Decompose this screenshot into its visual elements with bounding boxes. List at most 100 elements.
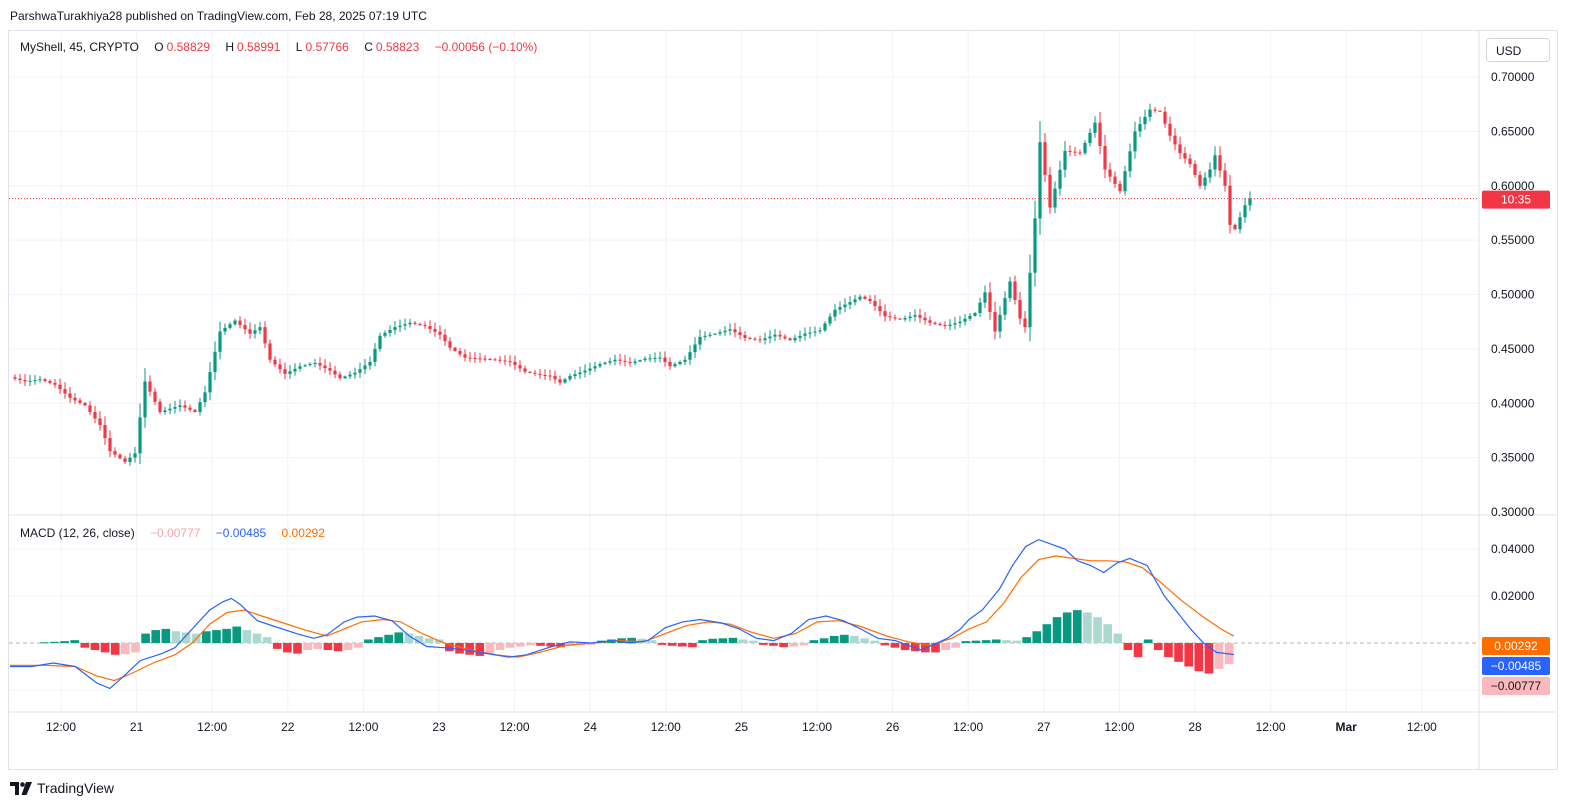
macd-histogram-bar [1072, 610, 1082, 643]
macd-histogram-bar [303, 643, 312, 651]
candle-body [373, 348, 377, 362]
candle-body [898, 318, 902, 320]
candle-body [563, 379, 567, 383]
candle-body [858, 296, 862, 300]
candle-body [703, 335, 707, 337]
candle-body [868, 298, 872, 302]
time-tick-label: 12:00 [1407, 720, 1437, 734]
candle-body [998, 314, 1002, 332]
candle-body [203, 392, 207, 403]
candle-body [893, 317, 897, 319]
macd-histogram-bar [485, 643, 495, 654]
time-tick-label: 12:00 [1256, 720, 1286, 734]
candle-body [133, 453, 137, 458]
candle-body [353, 372, 357, 375]
candle-body [248, 329, 252, 334]
candle-body [378, 335, 382, 349]
candle-body [818, 330, 822, 332]
candle-body [883, 311, 887, 317]
price-tick-label: 0.40000 [1491, 396, 1535, 410]
macd-histogram-bar [70, 640, 80, 643]
countdown-badge-text: 10:35 [1501, 193, 1531, 207]
candlestick-series [13, 103, 1252, 466]
candle-body [88, 405, 92, 412]
macd-histogram-bar [738, 639, 748, 643]
time-tick-label: 12:00 [197, 720, 227, 734]
time-tick-label: 27 [1037, 720, 1051, 734]
macd-histogram-bar [283, 643, 292, 653]
candle-body [243, 324, 247, 330]
candle-body [308, 364, 312, 366]
macd-histogram-bar [100, 643, 110, 653]
macd-histogram-bar [1204, 643, 1214, 674]
candle-body [543, 374, 547, 376]
time-tick-label: 12:00 [953, 720, 983, 734]
candle-body [783, 336, 787, 339]
candle-body [1248, 198, 1252, 206]
macd-histogram-bar [657, 643, 667, 645]
candle-body [833, 309, 837, 317]
candle-body [293, 368, 297, 372]
time-tick-label: 12:00 [802, 720, 832, 734]
candle-body [428, 326, 432, 329]
macd-title[interactable]: MACD (12, 26, close) [20, 526, 135, 540]
macd-histogram-bar [272, 643, 282, 649]
candle-body [168, 408, 172, 411]
macd-histogram-bar [748, 640, 758, 643]
candle-body [1168, 123, 1172, 136]
macd-histogram-bar [424, 638, 434, 643]
candle-body [513, 361, 517, 366]
candle-body [298, 366, 302, 369]
candle-body [408, 322, 412, 325]
candle-body [158, 401, 162, 412]
macd-histogram-bar [1032, 631, 1042, 643]
candle-body [228, 324, 232, 328]
candle-body [838, 307, 842, 310]
candle-body [508, 361, 512, 363]
candle-body [1163, 111, 1167, 124]
price-tick-label: 0.45000 [1491, 342, 1535, 356]
candle-body [928, 320, 932, 323]
candle-body [48, 381, 52, 383]
candle-body [963, 318, 967, 322]
candle-body [738, 332, 742, 336]
close-value: 0.58823 [375, 40, 420, 54]
candle-body [13, 377, 17, 379]
candle-body [803, 333, 807, 336]
macd-histogram-bar [252, 633, 262, 643]
candle-body [1093, 122, 1097, 133]
symbol-label[interactable]: MyShell, 45, CRYPTO [20, 40, 139, 54]
macd-tick-label: 0.02000 [1491, 589, 1535, 603]
macd-histogram-bar [262, 637, 272, 643]
candle-body [988, 292, 992, 312]
macd-histogram-bar [90, 643, 100, 651]
macd-histogram-bar [829, 635, 839, 643]
candle-body [973, 312, 977, 316]
price-tick-label: 0.50000 [1491, 288, 1535, 302]
tradingview-brand[interactable]: TradingView [10, 780, 114, 796]
candle-body [573, 374, 577, 377]
high-label: H [225, 40, 235, 54]
macd-histogram-bar [181, 632, 191, 643]
candle-body [358, 369, 362, 373]
candle-body [828, 316, 832, 324]
low-value: 0.57766 [305, 40, 349, 54]
candle-body [1108, 169, 1112, 177]
candle-body [773, 334, 777, 337]
macd-histogram-bar [404, 633, 414, 643]
signal-value-badge-text: 0.00292 [1494, 639, 1538, 653]
macd-histogram-bar [353, 643, 363, 648]
macd-histogram-bar [60, 641, 69, 643]
macd-histogram-bar [981, 640, 991, 643]
macd-histogram-bar [141, 633, 150, 643]
candle-body [318, 363, 322, 366]
currency-button[interactable]: USD [1486, 38, 1550, 62]
candle-body [153, 391, 157, 402]
candle-body [1238, 217, 1242, 230]
candle-body [808, 332, 812, 334]
open-value: 0.58829 [166, 40, 211, 54]
candle-body [528, 371, 532, 373]
candle-body [798, 335, 802, 338]
candle-body [553, 376, 557, 380]
